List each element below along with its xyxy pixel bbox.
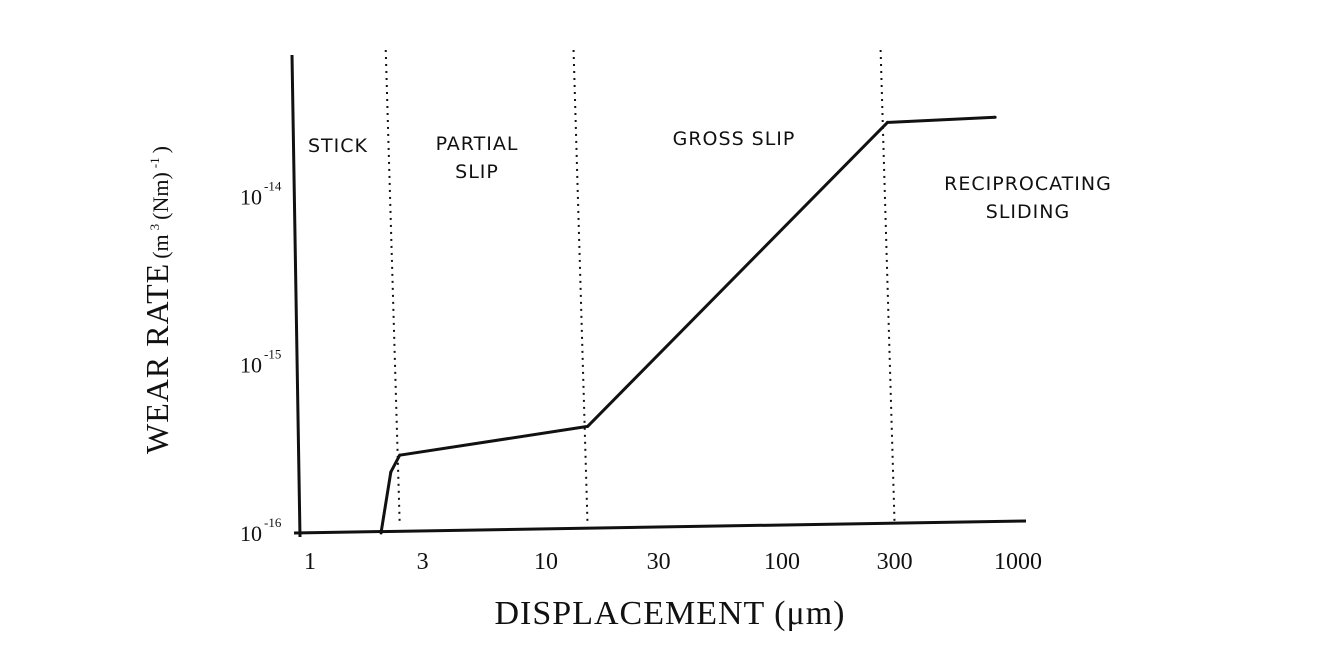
regime-labels: STICK PARTIAL SLIP GROSS SLIP RECIPROCATING S…	[308, 128, 1112, 223]
y-tick-label: 10 -15	[240, 347, 281, 378]
x-axis-line	[293, 519, 1027, 535]
data-point	[379, 531, 383, 535]
regime-label: GROSS SLIP	[673, 128, 796, 150]
x-tick-label: 1	[304, 549, 316, 575]
y-tick-mantissa: 10	[240, 353, 262, 378]
svg-text:WEAR RATE (m 3: WEAR RATE (m 3 (Nm) -1 )	[139, 146, 175, 454]
x-tick-label: 1000	[994, 549, 1042, 575]
data-point	[389, 470, 393, 474]
x-tick-labels: 1 3 10 30 100 300 1000	[304, 549, 1042, 575]
x-tick-label: 3	[417, 549, 429, 575]
boundary-line	[384, 49, 401, 526]
x-tick-label: 300	[877, 549, 913, 575]
regime-label: PARTIAL SLIP	[436, 133, 519, 183]
regime-boundaries	[384, 49, 896, 526]
y-axis-unit-mid: (Nm)	[148, 172, 173, 220]
data-point	[993, 115, 997, 119]
y-tick-mantissa: 10	[240, 184, 262, 209]
y-tick-label: 10 -14	[240, 178, 282, 209]
y-axis-unit-close: )	[148, 146, 173, 153]
y-tick-label: 10 -16	[240, 515, 282, 546]
wear-rate-curve	[379, 115, 996, 534]
boundary-line	[572, 49, 589, 526]
y-tick-mantissa: 10	[240, 521, 262, 546]
data-point	[586, 424, 590, 428]
data-point	[398, 453, 402, 457]
y-axis-unit-sup1: 3	[147, 224, 162, 231]
y-axis-title: WEAR RATE (m 3 (Nm) -1 )	[139, 146, 175, 454]
x-tick-label: 30	[647, 549, 671, 575]
x-tick-label: 10	[534, 549, 558, 575]
y-axis-unit-sup2: -1	[147, 157, 162, 168]
x-axis-title: DISPLACEMENT (μm)	[495, 595, 846, 632]
y-tick-exponent: -16	[264, 515, 282, 530]
axes	[290, 54, 1027, 538]
wear-rate-series	[379, 115, 997, 535]
y-axis-unit-open: (m	[148, 234, 173, 258]
y-axis-title-main: WEAR RATE	[139, 263, 175, 454]
regime-label: RECIPROCATING SLIDING	[944, 173, 1112, 223]
regime-label: STICK	[308, 135, 368, 157]
y-tick-exponent: -14	[264, 178, 282, 193]
y-axis-line	[290, 54, 302, 538]
data-point	[886, 120, 890, 124]
x-tick-label: 100	[764, 549, 800, 575]
y-tick-exponent: -15	[264, 347, 281, 362]
